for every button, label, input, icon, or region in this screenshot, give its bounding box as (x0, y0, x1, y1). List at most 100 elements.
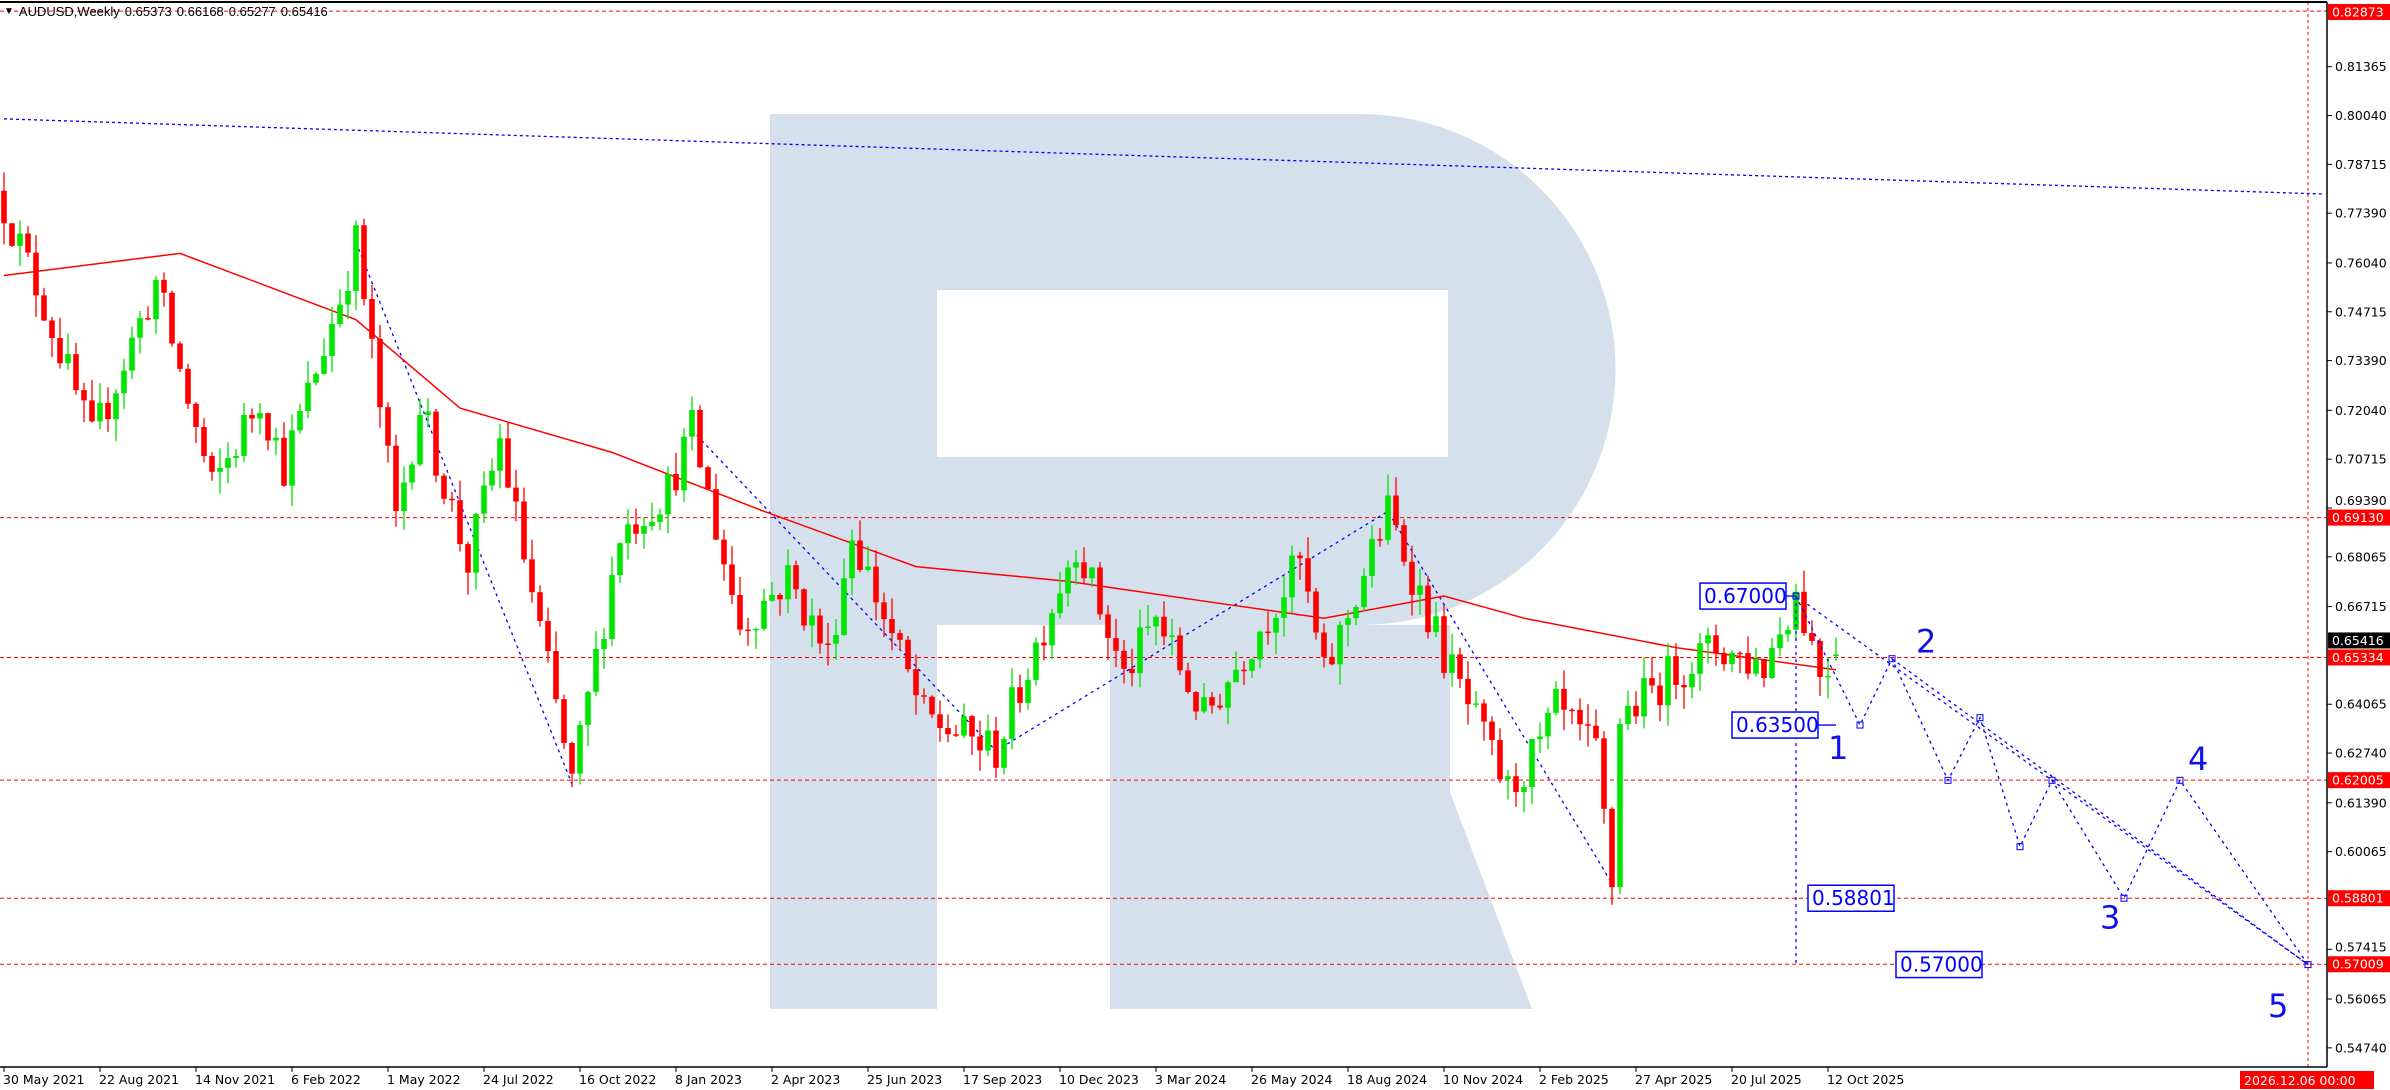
time-tick-label: 20 Jul 2025 (1731, 1072, 1802, 1087)
price-tick-label: 0.70715 (2335, 452, 2387, 467)
candle (1, 190, 7, 224)
cursor-time-label-bg (2240, 1071, 2374, 1089)
r-logo-shape (770, 114, 1616, 1009)
candle (401, 482, 407, 511)
horizontal-levels (0, 2, 2327, 1067)
time-tick-label: 10 Nov 2024 (1443, 1072, 1523, 1087)
candle (1009, 687, 1015, 739)
annotations: 0.67000 0.63500 0.58801 0.57000 1 2 3 4 5 (1699, 582, 2312, 1025)
candle (1097, 567, 1103, 615)
candle (81, 390, 87, 401)
candle (369, 298, 375, 339)
forecast-point-marker (1888, 655, 1896, 663)
candle (129, 337, 135, 371)
price-level-label: 0.62005 (2332, 773, 2384, 788)
candle (1137, 627, 1143, 674)
candles (1, 172, 1839, 905)
candle (929, 696, 935, 715)
candle (41, 295, 47, 321)
wave-number-label: 5 (2268, 987, 2288, 1025)
candle (785, 565, 791, 600)
time-tick-label: 12 Oct 2025 (1827, 1072, 1904, 1087)
candle (873, 566, 879, 603)
time-tick-label: 30 May 2021 (3, 1072, 85, 1087)
candle (1505, 776, 1511, 780)
price-level-label-bg (2328, 956, 2390, 973)
candle (1753, 659, 1759, 674)
candle (1705, 635, 1711, 644)
candle (65, 354, 71, 364)
ohlc-open: 0.65373 (124, 4, 172, 19)
candle (1337, 624, 1343, 665)
candle (1737, 652, 1743, 655)
candle (385, 407, 391, 446)
candle (1593, 725, 1599, 739)
candle (569, 742, 575, 774)
candle (233, 455, 239, 459)
candle (1369, 539, 1375, 576)
price-tick-label: 0.80040 (2335, 108, 2387, 123)
candle (1801, 591, 1807, 634)
candle (1457, 654, 1463, 679)
price-tick-label: 0.77390 (2335, 206, 2387, 221)
candle (1633, 705, 1639, 717)
candle (1545, 712, 1551, 737)
candle (1401, 525, 1407, 562)
candle (1785, 629, 1791, 635)
current-price-label-bg (2328, 632, 2390, 649)
candle (985, 730, 991, 751)
candle (345, 290, 351, 305)
candle (737, 594, 743, 630)
candle (1809, 633, 1815, 641)
candle (649, 521, 655, 526)
candle (1417, 585, 1423, 595)
candle (1721, 652, 1727, 665)
candle (1441, 616, 1447, 673)
target-price-box (1731, 711, 1819, 739)
candle (553, 651, 559, 700)
price-level-label-bg (2328, 509, 2390, 526)
candle (1025, 679, 1031, 703)
candle (57, 338, 63, 364)
candle (1529, 739, 1535, 788)
candle (1497, 740, 1503, 780)
candle (753, 628, 759, 631)
target-price-label: 0.63500 (1736, 713, 1819, 737)
candle (681, 436, 687, 491)
wave-number-label: 3 (2100, 899, 2120, 937)
price-tick-label: 0.56065 (2335, 992, 2387, 1007)
candle (1225, 682, 1231, 708)
candle (1041, 642, 1047, 646)
candle (241, 414, 247, 456)
candle (1609, 808, 1615, 888)
candle (1297, 555, 1303, 559)
candle (745, 629, 751, 632)
price-tick-label: 0.74715 (2335, 304, 2387, 319)
candle (1169, 635, 1175, 637)
candle (1209, 697, 1215, 706)
candle (713, 489, 719, 540)
candle (593, 649, 599, 692)
price-tick-label: 0.64065 (2335, 697, 2387, 712)
candle (281, 437, 287, 486)
candle (489, 470, 495, 486)
candle (1697, 643, 1703, 674)
triangle-down-icon[interactable]: ▼ (4, 6, 14, 17)
time-tick-label: 26 May 2024 (1251, 1072, 1333, 1087)
candle (561, 699, 567, 743)
candle (297, 411, 303, 431)
cursor-time-label: 2026.12.06 00:00 (2244, 1073, 2356, 1088)
candle (1673, 656, 1679, 685)
time-tick-label: 2 Apr 2023 (771, 1072, 840, 1087)
candle (33, 252, 39, 296)
target-price-label: 0.57000 (1900, 953, 1983, 977)
candle (665, 473, 671, 515)
candle (1465, 678, 1471, 705)
candle (1177, 635, 1183, 671)
time-tick-label: 14 Nov 2021 (195, 1072, 275, 1087)
candle (1193, 692, 1199, 712)
candle (1353, 607, 1359, 619)
chart-header: ▼ AUDUSD,Weekly 0.65373 0.66168 0.65277 … (4, 4, 328, 19)
candle (1745, 653, 1751, 674)
